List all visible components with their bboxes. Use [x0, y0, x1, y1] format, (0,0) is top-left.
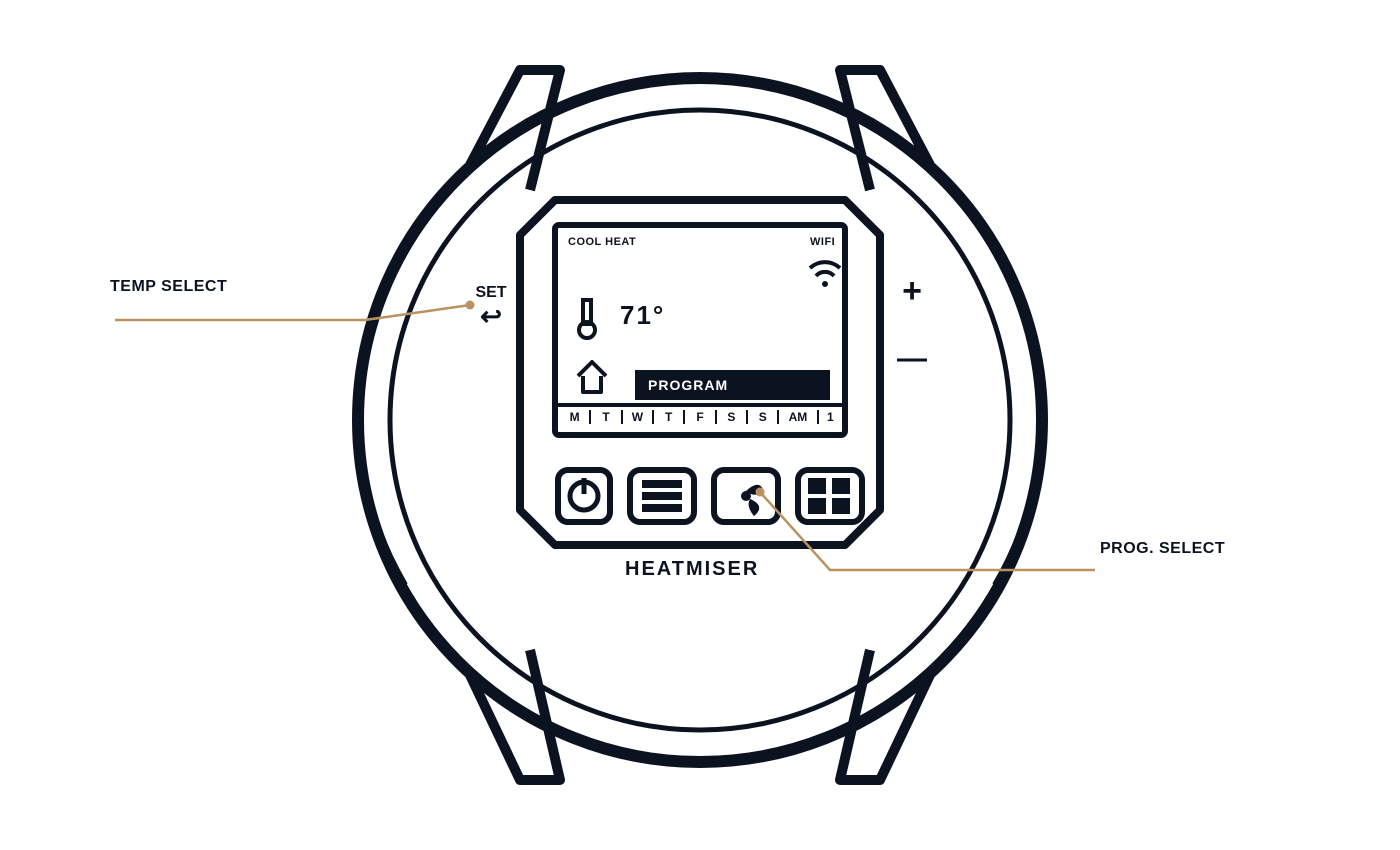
thermometer-icon [579, 300, 595, 338]
cell-4: F [685, 410, 716, 424]
grid-icon [808, 478, 850, 514]
watch-diagram: { "type": "product-line-diagram", "canva… [0, 0, 1400, 850]
callout-line-tempselect [115, 305, 470, 320]
buttons-row [558, 470, 862, 522]
power-icon [570, 478, 598, 510]
screen-status-label: PROGRAM [648, 377, 728, 393]
wifi-icon [810, 262, 840, 287]
cell-2: W [623, 410, 654, 424]
callout-dot-progselect [756, 488, 765, 497]
diagram-svg [0, 0, 1400, 850]
screen-reading: 71° [620, 300, 665, 331]
cell-7: AM [779, 410, 818, 424]
cell-8: 1 [819, 410, 842, 424]
cell-0: M [560, 410, 591, 424]
cell-6: S [748, 410, 779, 424]
menu-button[interactable] [798, 470, 862, 522]
callout-label-progselect: PROG. SELECT [1100, 540, 1225, 558]
screen-footer-cells: M T W T F S S AM 1 [560, 410, 842, 424]
minus-button[interactable]: — [892, 342, 932, 376]
cell-1: T [591, 410, 622, 424]
cell-3: T [654, 410, 685, 424]
power-button[interactable] [558, 470, 610, 522]
screen-top-left: COOL HEAT [568, 236, 636, 248]
bars-icon [642, 480, 682, 512]
set-label-text: SET [475, 284, 506, 301]
house-icon [578, 362, 606, 392]
plus-button[interactable]: + [892, 272, 932, 311]
brand-text: HEATMISER [625, 558, 759, 581]
callout-label-tempselect: TEMP SELECT [110, 278, 227, 296]
return-icon: ↩︎ [480, 301, 502, 331]
cell-5: S [717, 410, 748, 424]
screen-top-right: WIFI [810, 236, 835, 248]
set-label[interactable]: SET ↩︎ [466, 284, 516, 332]
